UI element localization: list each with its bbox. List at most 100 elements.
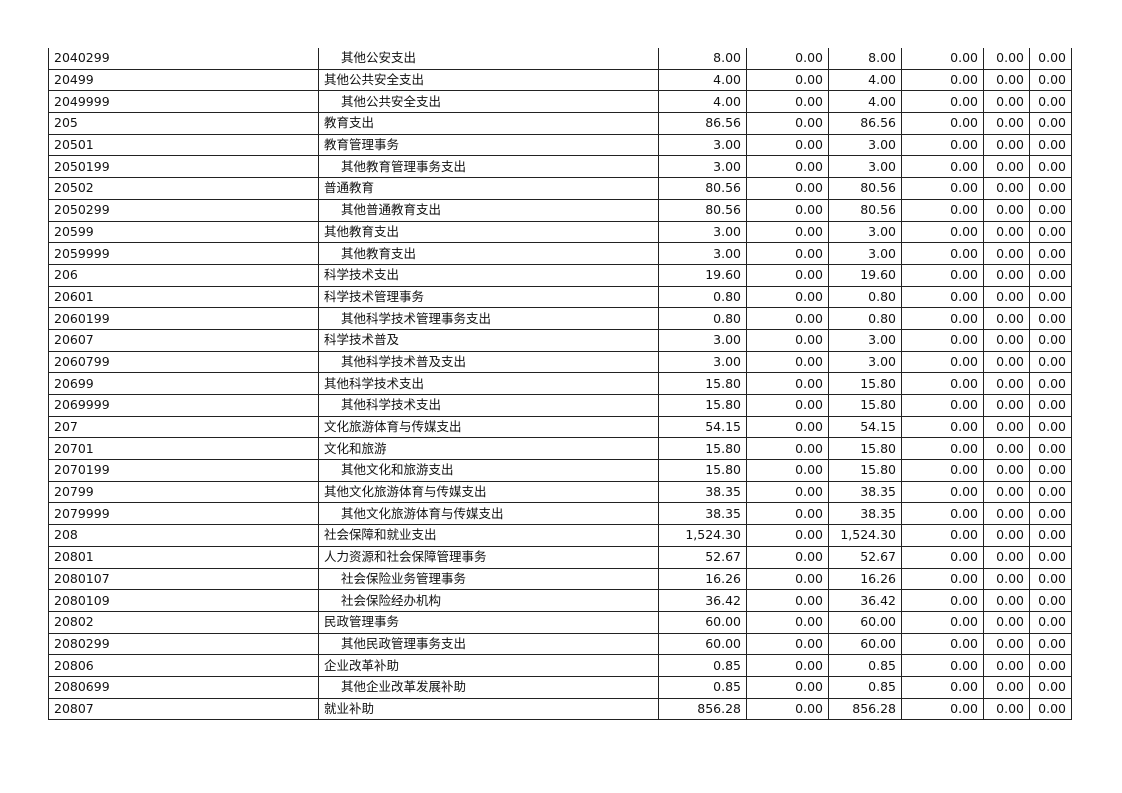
- col4-cell: 0.00: [746, 68, 829, 92]
- col4-cell: 0.00: [746, 198, 829, 222]
- name-cell: 其他公安支出: [318, 48, 659, 70]
- col5-cell: 3.00: [828, 220, 902, 244]
- table-row: 20701 文化和旅游 15.80 0.00 15.80 0.00 0.00 0.00: [48, 437, 1072, 461]
- code-cell: 20502: [48, 177, 319, 200]
- col7-cell: 0.00: [983, 567, 1030, 591]
- name-cell: 文化和旅游: [318, 437, 659, 461]
- table-row: 20502 普通教育 80.56 0.00 80.56 0.00 0.00 0.00: [48, 177, 1072, 200]
- code-cell: 2080109: [48, 589, 319, 612]
- col4-cell: 0.00: [746, 545, 829, 569]
- col7-cell: 0.00: [983, 589, 1030, 612]
- table-row: 2079999 其他文化旅游体育与传媒支出 38.35 0.00 38.35 0.00 0.…: [48, 502, 1072, 526]
- col5-cell: 16.26: [828, 567, 902, 591]
- col8-cell: 0.00: [1029, 632, 1072, 656]
- total-cell: 0.85: [658, 654, 747, 677]
- table-row: 2070199 其他文化和旅游支出 15.80 0.00 15.80 0.00 0.00 0.…: [48, 459, 1072, 482]
- col8-cell: 0.00: [1029, 372, 1072, 395]
- code-cell: 2080299: [48, 632, 319, 656]
- col8-cell: 0.00: [1029, 68, 1072, 92]
- col5-cell: 15.80: [828, 437, 902, 461]
- col6-cell: 0.00: [901, 437, 984, 461]
- col7-cell: 0.00: [983, 350, 1030, 374]
- expenditure-table: 2040299 其他公安支出 8.00 0.00 8.00 0.00 0.00 0.00 204…: [48, 48, 1072, 721]
- code-cell: 2060199: [48, 307, 319, 330]
- col8-cell: 0.00: [1029, 502, 1072, 526]
- total-cell: 15.80: [658, 459, 747, 482]
- col4-cell: 0.00: [746, 675, 829, 699]
- col7-cell: 0.00: [983, 90, 1030, 114]
- table-row: 2040299 其他公安支出 8.00 0.00 8.00 0.00 0.00 0.00: [48, 48, 1072, 70]
- total-cell: 38.35: [658, 502, 747, 526]
- col8-cell: 0.00: [1029, 675, 1072, 699]
- code-cell: 20501: [48, 133, 319, 157]
- col6-cell: 0.00: [901, 328, 984, 352]
- total-cell: 3.00: [658, 328, 747, 352]
- col6-cell: 0.00: [901, 480, 984, 504]
- table-row: 206 科学技术支出 19.60 0.00 19.60 0.00 0.00 0.00: [48, 263, 1072, 287]
- col6-cell: 0.00: [901, 350, 984, 374]
- col4-cell: 0.00: [746, 220, 829, 244]
- code-cell: 205: [48, 112, 319, 135]
- col4-cell: 0.00: [746, 654, 829, 677]
- name-cell: 其他文化旅游体育与传媒支出: [318, 502, 659, 526]
- col8-cell: 0.00: [1029, 415, 1072, 439]
- code-cell: 2079999: [48, 502, 319, 526]
- col8-cell: 0.00: [1029, 459, 1072, 482]
- col6-cell: 0.00: [901, 697, 984, 721]
- total-cell: 856.28: [658, 697, 747, 721]
- table-row: 20802 民政管理事务 60.00 0.00 60.00 0.00 0.00 0.00: [48, 610, 1072, 634]
- col8-cell: 0.00: [1029, 545, 1072, 569]
- col7-cell: 0.00: [983, 242, 1030, 265]
- col5-cell: 3.00: [828, 155, 902, 179]
- col4-cell: 0.00: [746, 610, 829, 634]
- col4-cell: 0.00: [746, 589, 829, 612]
- total-cell: 80.56: [658, 177, 747, 200]
- code-cell: 20607: [48, 328, 319, 352]
- name-cell: 文化旅游体育与传媒支出: [318, 415, 659, 439]
- col6-cell: 0.00: [901, 502, 984, 526]
- col8-cell: 0.00: [1029, 610, 1072, 634]
- col6-cell: 0.00: [901, 372, 984, 395]
- table-row: 2080109 社会保险经办机构 36.42 0.00 36.42 0.00 0.00 0.0…: [48, 589, 1072, 612]
- col4-cell: 0.00: [746, 632, 829, 656]
- col5-cell: 60.00: [828, 632, 902, 656]
- col5-cell: 0.80: [828, 307, 902, 330]
- col5-cell: 54.15: [828, 415, 902, 439]
- col8-cell: 0.00: [1029, 567, 1072, 591]
- code-cell: 20701: [48, 437, 319, 461]
- code-cell: 206: [48, 263, 319, 287]
- col7-cell: 0.00: [983, 697, 1030, 721]
- col4-cell: 0.00: [746, 480, 829, 504]
- name-cell: 社会保险经办机构: [318, 589, 659, 612]
- col8-cell: 0.00: [1029, 394, 1072, 417]
- table-row: 208 社会保障和就业支出 1,524.30 0.00 1,524.30 0.00 0.00…: [48, 524, 1072, 547]
- name-cell: 教育管理事务: [318, 133, 659, 157]
- col8-cell: 0.00: [1029, 133, 1072, 157]
- name-cell: 民政管理事务: [318, 610, 659, 634]
- name-cell: 社会保障和就业支出: [318, 524, 659, 547]
- name-cell: 科学技术普及: [318, 328, 659, 352]
- col4-cell: 0.00: [746, 502, 829, 526]
- name-cell: 企业改革补助: [318, 654, 659, 677]
- table-row: 2060199 其他科学技术管理事务支出 0.80 0.00 0.80 0.00 0.00 0…: [48, 307, 1072, 330]
- name-cell: 其他科学技术支出: [318, 394, 659, 417]
- col7-cell: 0.00: [983, 632, 1030, 656]
- total-cell: 3.00: [658, 155, 747, 179]
- col4-cell: 0.00: [746, 437, 829, 461]
- col7-cell: 0.00: [983, 48, 1030, 70]
- col7-cell: 0.00: [983, 480, 1030, 504]
- col6-cell: 0.00: [901, 307, 984, 330]
- col8-cell: 0.00: [1029, 112, 1072, 135]
- col4-cell: 0.00: [746, 177, 829, 200]
- col6-cell: 0.00: [901, 567, 984, 591]
- total-cell: 38.35: [658, 480, 747, 504]
- code-cell: 20807: [48, 697, 319, 721]
- col5-cell: 3.00: [828, 242, 902, 265]
- total-cell: 16.26: [658, 567, 747, 591]
- col5-cell: 4.00: [828, 68, 902, 92]
- table-row: 2050299 其他普通教育支出 80.56 0.00 80.56 0.00 0.00 0.0…: [48, 198, 1072, 222]
- table-row: 20501 教育管理事务 3.00 0.00 3.00 0.00 0.00 0.00: [48, 133, 1072, 157]
- col8-cell: 0.00: [1029, 263, 1072, 287]
- col6-cell: 0.00: [901, 263, 984, 287]
- col8-cell: 0.00: [1029, 198, 1072, 222]
